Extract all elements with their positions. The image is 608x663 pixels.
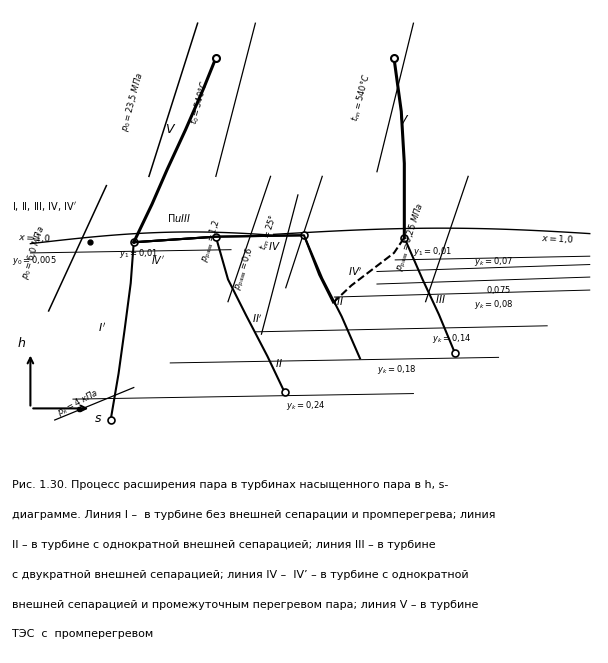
Text: $V$: $V$ [165, 123, 176, 137]
Text: внешней сепарацией и промежуточным перегревом пара; линия V – в турбине: внешней сепарацией и промежуточным перег… [12, 599, 478, 609]
Text: $t_{nn}=25°$: $t_{nn}=25°$ [257, 212, 280, 252]
Text: $y_1=0{,}01$: $y_1=0{,}01$ [119, 247, 158, 260]
Text: $IV'$: $IV'$ [348, 265, 362, 278]
Text: $y_k=0{,}07$: $y_k=0{,}07$ [474, 255, 513, 268]
Text: $IV'$: $IV'$ [151, 254, 165, 266]
Text: $\Pi u III$: $\Pi u III$ [167, 212, 191, 224]
Text: $y_k=0{,}14$: $y_k=0{,}14$ [432, 332, 471, 345]
Text: $y_0=0{,}005$: $y_0=0{,}005$ [12, 255, 57, 267]
Text: $p_0=23{,}5$ МПа: $p_0=23{,}5$ МПа [119, 71, 147, 133]
Text: $0{,}075$: $0{,}075$ [486, 284, 511, 296]
Text: $s$: $s$ [94, 412, 103, 425]
Text: $II$: $II$ [275, 357, 283, 369]
Text: $III$: $III$ [435, 293, 446, 306]
Text: $p_0=6{,}0$ МПа: $p_0=6{,}0$ МПа [19, 225, 48, 281]
Text: $p_k=4$ кПа: $p_k=4$ кПа [55, 386, 101, 418]
Text: $p_{\rm разв}=1{,}2$: $p_{\rm разв}=1{,}2$ [199, 218, 224, 265]
Text: диаграмме. Линия I –  в турбине без внешней сепарации и промперегрева; линия: диаграмме. Линия I – в турбине без внешн… [12, 510, 496, 520]
Text: $y_k=0{,}24$: $y_k=0{,}24$ [286, 399, 325, 412]
Text: $x=1{,}0$: $x=1{,}0$ [541, 232, 574, 246]
Text: II – в турбине с однократной внешней сепарацией; линия III – в турбине: II – в турбине с однократной внешней сеп… [12, 540, 436, 550]
Text: $p_{\rm разв}=0{,}6$: $p_{\rm разв}=0{,}6$ [232, 246, 258, 292]
Text: $p_{\rm разв}=0{,}25$ МПа: $p_{\rm разв}=0{,}25$ МПа [393, 201, 427, 272]
Text: $y_k=0{,}08$: $y_k=0{,}08$ [474, 298, 513, 311]
Text: $I'$: $I'$ [98, 321, 106, 333]
Text: $h$: $h$ [17, 336, 26, 350]
Text: $IV$: $IV$ [268, 240, 280, 252]
Text: с двукратной внешней сепарацией; линия IV –  IV’ – в турбине с однократной: с двукратной внешней сепарацией; линия I… [12, 570, 469, 579]
Text: $III$: $III$ [333, 295, 344, 307]
Text: $V$: $V$ [398, 114, 410, 127]
Text: $x=1{,}0$: $x=1{,}0$ [18, 231, 51, 245]
Text: $t_0=540°C$: $t_0=540°C$ [187, 78, 212, 126]
Text: $II'$: $II'$ [252, 313, 263, 325]
Text: $y_k=0{,}18$: $y_k=0{,}18$ [377, 363, 416, 376]
Text: $t_{nn}=540°C$: $t_{nn}=540°C$ [350, 72, 374, 123]
Text: Рис. 1.30. Процесс расширения пара в турбинах насыщенного пара в h, s-: Рис. 1.30. Процесс расширения пара в тур… [12, 480, 449, 491]
Text: I, II, III, IV, IV$'$: I, II, III, IV, IV$'$ [12, 200, 77, 213]
Text: $y_1=0{,}01$: $y_1=0{,}01$ [413, 245, 453, 258]
Text: ТЭС  с  промперегревом: ТЭС с промперегревом [12, 629, 153, 639]
